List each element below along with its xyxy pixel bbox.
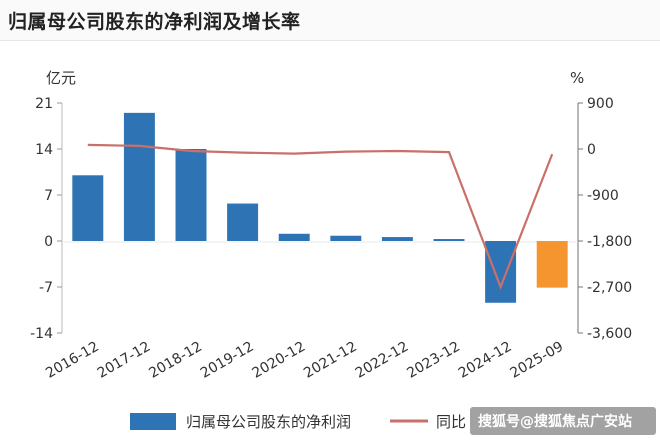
bar — [123, 112, 155, 241]
bar — [175, 149, 207, 241]
x-tick-label: 2023-12 — [404, 339, 463, 382]
watermark-box — [470, 407, 656, 435]
left-tick-label: 7 — [44, 188, 53, 204]
right-tick-label: -2,700 — [587, 280, 632, 296]
bar — [433, 239, 465, 241]
right-tick-label: -3,600 — [587, 326, 632, 342]
x-tick-label: 2018-12 — [146, 339, 205, 382]
legend-swatch-profit — [130, 413, 176, 430]
profit-chart: 亿元 % 21 14 7 0 -7 -14 900 0 -900 -1,800 -2,700 -3,… — [30, 69, 656, 435]
bar — [330, 235, 362, 241]
bar — [72, 175, 104, 241]
x-tick-label: 2021-12 — [301, 339, 360, 382]
title-bar: 归属母公司股东的净利润及增长率 — [0, 0, 660, 41]
right-tick-label: 0 — [587, 142, 596, 158]
right-axis-ticks: 900 0 -900 -1,800 -2,700 -3,600 — [578, 96, 632, 342]
x-tick-label: 2024-12 — [456, 339, 515, 382]
left-axis-unit: 亿元 — [46, 69, 76, 87]
x-tick-label: 2016-12 — [43, 339, 102, 382]
bar — [278, 233, 310, 241]
right-tick-label: -1,800 — [587, 234, 632, 250]
x-tick-label: 2022-12 — [353, 339, 412, 382]
bar — [485, 241, 517, 303]
right-tick-label: 900 — [587, 96, 614, 112]
left-tick-label: 21 — [35, 96, 53, 112]
growth-line — [87, 143, 554, 291]
left-tick-label: -14 — [30, 326, 53, 342]
bar — [227, 203, 259, 241]
x-tick-label: 2017-12 — [95, 339, 154, 382]
x-tick-label: 2020-12 — [250, 339, 309, 382]
left-axis-ticks: 21 14 7 0 -7 -14 — [30, 96, 62, 342]
left-tick-label: 14 — [35, 142, 53, 158]
bar — [381, 237, 413, 241]
legend-label-profit: 归属母公司股东的净利润 — [186, 413, 351, 431]
legend-label-growth: 同比 — [436, 413, 466, 431]
left-tick-label: 0 — [44, 234, 53, 250]
x-tick-label: 2025-09 — [508, 339, 567, 382]
bar-series — [72, 112, 568, 303]
bar — [536, 241, 568, 288]
left-tick-label: -7 — [39, 280, 53, 296]
x-axis-labels: 2016-122017-122018-122019-122020-122021-… — [43, 339, 566, 382]
watermark-text: 搜狐号@搜狐焦点广安站 — [478, 413, 632, 430]
x-tick-label: 2019-12 — [198, 339, 257, 382]
right-tick-label: -900 — [587, 188, 619, 204]
chart-card: 亿元 % 21 14 7 0 -7 -14 900 0 -900 -1,800 -2,700 -3,… — [0, 41, 660, 442]
page-title: 归属母公司股东的净利润及增长率 — [8, 11, 301, 33]
right-axis-unit: % — [570, 69, 584, 87]
